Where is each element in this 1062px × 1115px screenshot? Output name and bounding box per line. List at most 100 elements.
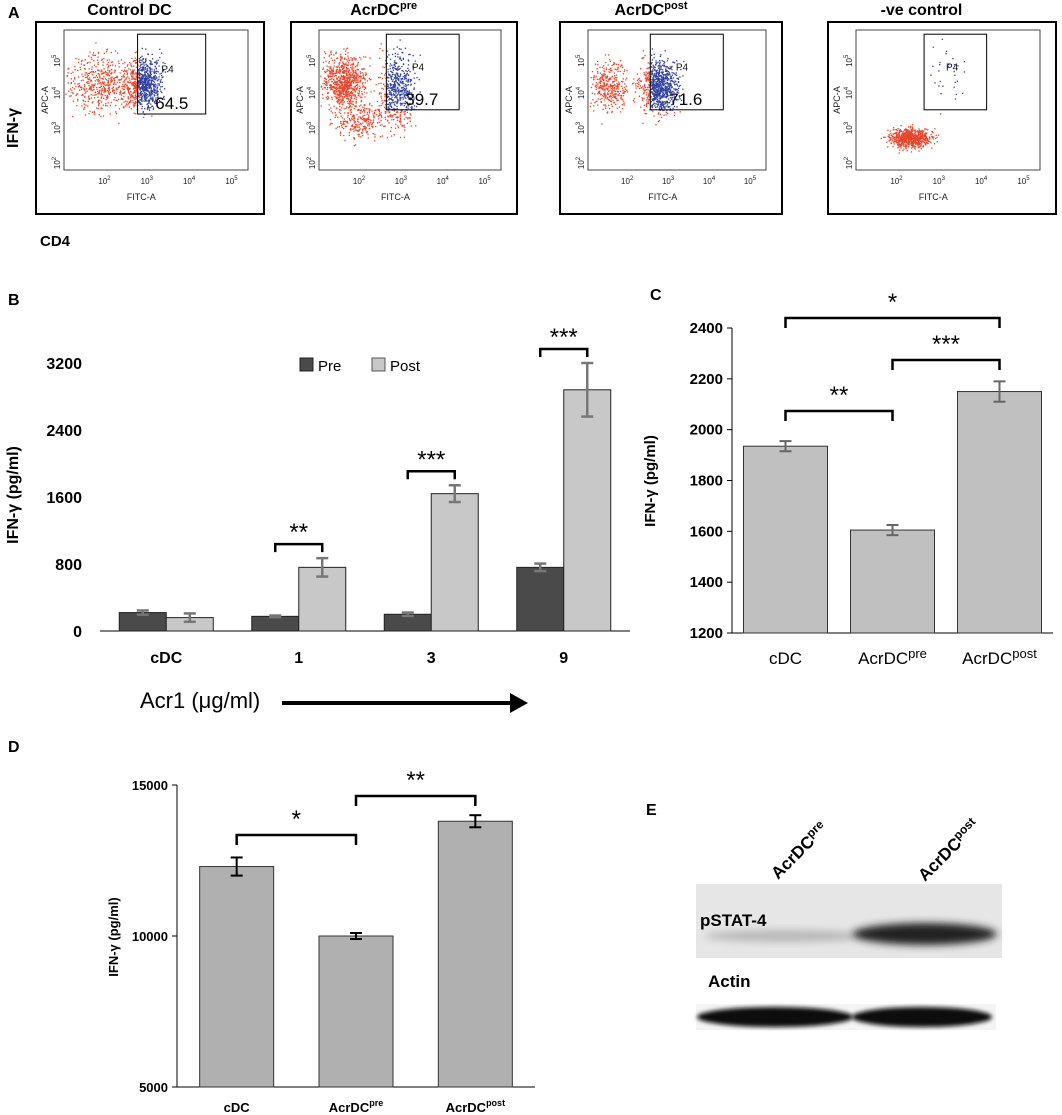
flow-event-dot: [330, 53, 333, 55]
flow-event-dot: [142, 88, 144, 91]
flow-plot-title-sup: pre: [400, 0, 417, 12]
flow-event-dot: [88, 113, 90, 115]
flow-event-dot: [162, 70, 165, 72]
flow-event-dot: [142, 100, 144, 102]
flow-event-dot: [393, 94, 395, 97]
flow-event-dot: [344, 125, 347, 128]
flow-event-dot: [659, 94, 661, 96]
flow-event-dot: [96, 88, 98, 91]
flow-event-dot: [902, 144, 904, 146]
flow-event-dot: [138, 58, 141, 60]
flow-event-dot: [911, 138, 913, 140]
flow-event-dot: [652, 93, 654, 95]
flow-plot-area: [63, 29, 249, 171]
flow-event-dot: [398, 92, 400, 94]
flow-event-dot: [351, 101, 353, 103]
flow-event-dot: [666, 102, 668, 104]
flow-event-dot: [662, 100, 664, 103]
flow-event-dot: [667, 89, 669, 91]
flow-event-dot: [394, 91, 396, 93]
flow-event-dot: [122, 83, 124, 86]
flow-event-dot: [903, 139, 906, 142]
flow-event-dot: [660, 116, 663, 119]
flow-event-dot: [77, 76, 80, 78]
flow-event-dot: [596, 60, 599, 63]
flow-event-dot: [923, 137, 925, 139]
flow-event-dot: [353, 74, 356, 77]
flow-event-dot: [115, 92, 118, 94]
flow-event-dot: [384, 116, 386, 118]
flow-event-dot: [889, 139, 891, 141]
flow-event-dot: [919, 139, 921, 141]
flow-event-dot: [597, 98, 599, 100]
flow-event-dot: [621, 104, 623, 106]
flow-event-dot: [143, 66, 145, 68]
flow-event-dot: [901, 142, 903, 144]
flow-event-dot: [652, 64, 654, 66]
flow-event-dot: [394, 61, 396, 64]
flow-event-dot: [396, 105, 398, 108]
flow-y-tick: 103: [844, 121, 854, 134]
flow-event-dot: [156, 92, 158, 94]
flow-event-dot: [74, 78, 76, 80]
flow-plot-frame: [559, 21, 783, 215]
flow-event-dot: [368, 77, 370, 80]
flow-event-dot: [151, 93, 153, 95]
flow-event-dot: [619, 95, 621, 97]
flow-event-dot: [614, 97, 617, 99]
flow-event-dot: [658, 82, 660, 84]
flow-event-dot: [341, 99, 343, 101]
flow-event-dot: [401, 78, 403, 81]
flow-plot-title-main: AcrDC: [350, 2, 400, 19]
flow-event-dot: [899, 149, 901, 151]
flow-event-dot: [160, 90, 162, 92]
flow-event-dot: [598, 92, 600, 94]
flow-event-dot: [146, 85, 148, 87]
flow-event-dot: [346, 69, 348, 71]
flow-event-dot: [339, 132, 342, 135]
flow-event-dot: [653, 102, 655, 104]
flow-event-dot: [358, 89, 360, 92]
flow-event-dot: [355, 71, 357, 73]
flow-event-dot: [902, 136, 904, 138]
flow-event-dot: [620, 90, 622, 92]
flow-event-dot: [360, 79, 362, 81]
flow-event-dot: [326, 69, 328, 71]
flow-event-dot: [639, 85, 642, 87]
flow-event-dot: [653, 53, 655, 55]
flow-event-dot: [647, 62, 649, 64]
flow-event-dot: [135, 90, 137, 92]
flow-event-dot: [652, 99, 655, 101]
flow-event-dot: [90, 88, 92, 90]
flow-event-dot: [911, 132, 913, 134]
flow-event-dot: [155, 100, 157, 102]
flow-event-dot: [666, 100, 668, 102]
flow-event-dot: [658, 88, 660, 90]
flow-event-dot: [392, 69, 394, 71]
flow-event-dot: [622, 78, 624, 80]
flow-event-dot: [913, 136, 915, 139]
flow-event-dot: [392, 99, 394, 102]
flow-event-dot: [651, 98, 653, 100]
flow-event-dot: [336, 97, 339, 99]
flow-event-dot: [659, 80, 661, 82]
flow-event-dot: [645, 71, 647, 73]
flow-event-dot: [151, 79, 153, 81]
flow-event-dot: [133, 77, 136, 79]
flow-event-dot: [156, 77, 158, 79]
flow-event-dot: [601, 123, 603, 125]
flow-event-dot: [396, 94, 398, 96]
flow-event-dot: [340, 125, 343, 127]
flow-event-dot: [408, 98, 410, 100]
flow-event-dot: [897, 142, 899, 144]
flow-event-dot: [89, 79, 91, 81]
flow-event-dot: [405, 93, 407, 95]
flow-event-dot: [390, 77, 392, 79]
flow-event-dot: [651, 104, 654, 106]
flow-event-dot: [402, 102, 404, 104]
flow-event-dot: [348, 74, 350, 76]
flow-event-dot: [347, 64, 349, 66]
flow-event-dot: [404, 111, 406, 113]
flow-event-dot: [358, 124, 360, 126]
flow-event-dot: [671, 66, 673, 68]
